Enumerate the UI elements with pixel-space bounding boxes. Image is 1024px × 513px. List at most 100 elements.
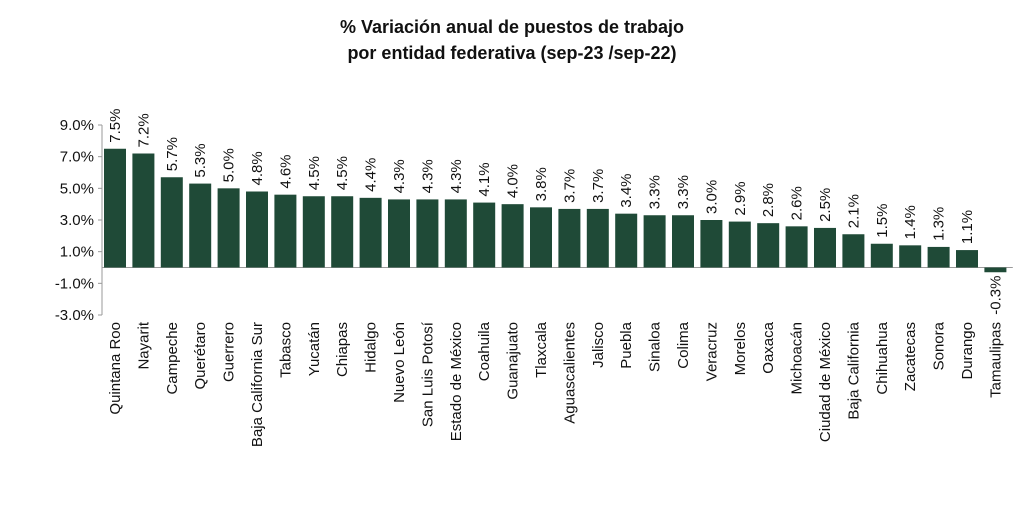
x-tick-label: Campeche <box>164 322 181 395</box>
data-label: 2.8% <box>760 183 777 217</box>
data-label: 1.3% <box>931 207 948 241</box>
data-label: 4.3% <box>448 159 465 193</box>
x-tick-label: Tlaxcala <box>533 321 550 378</box>
data-label: 3.8% <box>533 167 550 201</box>
data-label: 3.4% <box>618 173 635 207</box>
data-label: 1.1% <box>959 210 976 244</box>
bars <box>104 148 1007 273</box>
data-label: 7.5% <box>107 109 124 143</box>
x-tick-label: San Luis Potosí <box>419 321 436 427</box>
y-tick-label: -1.0% <box>55 275 94 292</box>
data-label: 4.5% <box>334 156 351 190</box>
bar <box>132 153 155 268</box>
bar <box>416 199 439 268</box>
y-tick-label: 9.0% <box>60 117 94 134</box>
data-label: 2.5% <box>817 188 834 222</box>
x-tick-label: Puebla <box>618 321 635 368</box>
bar <box>984 267 1007 273</box>
data-label: 4.5% <box>306 156 323 190</box>
x-tick-label: Veracruz <box>703 322 720 381</box>
data-label: 7.2% <box>135 113 152 147</box>
x-tick-label: Nayarit <box>135 321 152 369</box>
bar <box>388 199 410 268</box>
data-label: 3.7% <box>561 169 578 203</box>
x-tick-label: Michoacán <box>789 322 806 395</box>
x-tick-label: Chiapas <box>334 322 351 377</box>
x-tick-label: Coahuila <box>476 321 493 381</box>
y-tick-label: -3.0% <box>55 307 94 324</box>
chart-title: % Variación anual de puestos de trabajo … <box>0 14 1024 66</box>
y-tick-label: 5.0% <box>60 180 94 197</box>
bar <box>302 196 325 268</box>
x-tick-label: Chihuahua <box>874 321 891 394</box>
x-tick-label: Baja California Sur <box>249 322 266 447</box>
y-tick-label: 3.0% <box>60 212 94 229</box>
x-tick-label: Sonora <box>931 321 948 370</box>
x-tick-label: Hidalgo <box>363 322 380 373</box>
data-label: 4.8% <box>249 151 266 185</box>
x-tick-label: Aguascalientes <box>561 322 578 424</box>
data-label: 3.7% <box>590 169 607 203</box>
x-tick-label: Baja California <box>845 321 862 419</box>
data-label: 3.3% <box>647 175 664 209</box>
bar <box>558 208 581 268</box>
bar <box>444 199 467 268</box>
bar <box>359 197 382 268</box>
bar <box>956 250 978 268</box>
data-label: 4.4% <box>363 158 380 192</box>
x-tick-label: Yucatán <box>306 322 323 376</box>
x-tick-label: Sinaloa <box>647 321 664 372</box>
bar <box>246 191 268 268</box>
bar <box>814 227 836 268</box>
data-label: 4.3% <box>391 159 408 193</box>
data-label: 5.3% <box>192 143 209 177</box>
x-tick-label: Tabasco <box>277 322 294 378</box>
x-tick-label: Guanajuato <box>505 322 522 400</box>
x-tick-label: Nuevo León <box>391 322 408 403</box>
y-tick-label: 7.0% <box>60 149 94 166</box>
x-tick-label: Oaxaca <box>760 321 777 373</box>
data-label: 2.9% <box>732 181 749 215</box>
x-tick-label: Colima <box>675 321 692 368</box>
data-label: 4.3% <box>419 159 436 193</box>
x-tick-label: Querétaro <box>192 322 209 390</box>
x-tick-label: Ciudad de México <box>817 322 834 442</box>
data-label: 4.6% <box>277 154 294 188</box>
bar <box>473 202 496 268</box>
y-tick-label: 1.0% <box>60 244 94 261</box>
data-label: 5.7% <box>164 137 181 171</box>
bar <box>672 215 694 268</box>
bar <box>501 204 524 268</box>
x-tick-label: Durango <box>959 322 976 380</box>
bar <box>615 213 638 268</box>
bar <box>899 245 922 268</box>
bar <box>785 226 808 268</box>
bar <box>643 215 666 268</box>
data-label: 3.3% <box>675 175 692 209</box>
data-label: 1.5% <box>874 204 891 238</box>
data-label: 3.0% <box>703 180 720 214</box>
value-labels: 7.5% 7.2% 5.7% 5.3% 5.0% 4.8% 4.6% 4.5% 4.5% 4.4%… <box>107 109 1004 315</box>
data-label: 5.0% <box>221 148 238 182</box>
data-label: 4.1% <box>476 162 493 196</box>
bar <box>104 148 126 268</box>
x-tick-labels: Quintana Roo Nayarit Campeche Querétaro Guer… <box>107 321 1004 447</box>
bar <box>927 246 950 268</box>
bar <box>870 243 893 268</box>
x-tick-label: Jalisco <box>590 322 607 368</box>
bar <box>728 221 751 268</box>
bar <box>160 177 183 268</box>
bar <box>331 196 354 268</box>
x-tick-label: Guerrero <box>221 322 238 382</box>
bar <box>217 188 240 268</box>
bar <box>189 183 212 268</box>
data-label: -0.3% <box>987 276 1004 315</box>
data-label: 4.0% <box>505 164 522 198</box>
x-tick-label: Tamaulipas <box>987 322 1004 398</box>
bar <box>530 207 552 268</box>
data-label: 2.6% <box>789 186 806 220</box>
chart-title-line-2: por entidad federativa (sep-23 /sep-22) <box>347 43 677 63</box>
bar <box>586 208 609 268</box>
bar <box>842 234 865 268</box>
